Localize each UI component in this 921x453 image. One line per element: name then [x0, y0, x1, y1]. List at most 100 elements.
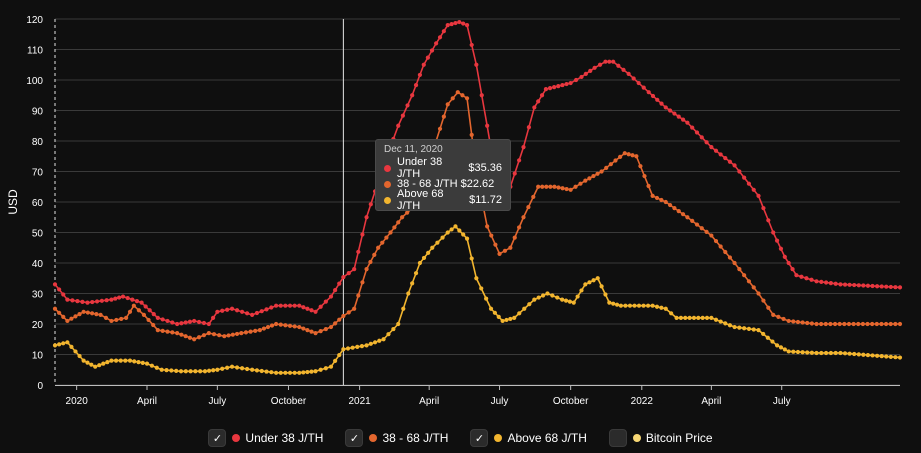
series-0-marker: [485, 123, 490, 128]
series-0-marker: [323, 299, 328, 304]
series-0-marker: [474, 62, 479, 67]
legend-item-bitcoin-price[interactable]: Bitcoin Price: [608, 429, 713, 447]
legend-item-above-68[interactable]: ✓ Above 68 J/TH: [470, 429, 587, 447]
series-1-marker: [791, 319, 796, 324]
series-2-marker: [761, 331, 766, 337]
series-0-marker: [870, 283, 875, 289]
tooltip-row-under-38: Under 38 J/TH $35.36: [384, 156, 502, 180]
series-2-marker: [756, 328, 761, 333]
series-2-marker: [188, 369, 193, 374]
series-2-marker: [884, 354, 889, 359]
x-tick-label-5: April: [419, 396, 439, 407]
series-1-marker: [694, 222, 700, 227]
series-1-marker: [376, 245, 381, 250]
series-1-marker: [680, 212, 686, 217]
series-1-marker: [234, 331, 240, 337]
series-2-marker: [341, 347, 346, 352]
series-0-marker: [259, 309, 264, 314]
series-0-marker: [636, 80, 641, 86]
series-0-marker: [274, 303, 279, 308]
series-2-marker: [571, 300, 576, 305]
series-2-marker: [149, 363, 154, 368]
series-2-marker: [93, 364, 98, 369]
series-0-marker: [364, 215, 369, 220]
series-1-marker: [469, 132, 474, 137]
series-1-marker: [239, 331, 244, 336]
series-1-marker: [450, 96, 455, 101]
series-0-marker: [405, 103, 410, 108]
legend-checkbox-above-68[interactable]: ✓: [470, 429, 489, 447]
series-0-marker: [786, 260, 791, 266]
series-2-marker: [636, 303, 642, 308]
series-1-marker: [493, 242, 498, 247]
series-1-marker: [230, 332, 235, 337]
series-0-marker: [819, 279, 824, 285]
series-2-marker: [809, 350, 814, 355]
legend-checkbox-bitcoin-price[interactable]: [608, 429, 627, 447]
series-2-marker: [372, 340, 378, 345]
series-1-marker: [638, 164, 643, 169]
series-2-marker: [113, 358, 119, 363]
tooltip-value-under-38: $35.36: [468, 162, 502, 174]
series-2-marker: [406, 291, 411, 296]
series-0-marker: [517, 158, 522, 163]
series-1-marker: [211, 332, 217, 337]
series-2-marker: [245, 366, 250, 372]
series-1-marker: [531, 194, 536, 200]
series-0-marker: [341, 275, 346, 280]
series-0-marker: [75, 299, 80, 304]
legend-item-under-38[interactable]: ✓ Under 38 J/TH: [208, 429, 323, 447]
series-2-marker: [449, 227, 454, 232]
series-0-marker: [160, 317, 165, 322]
series-2-marker: [183, 369, 188, 374]
series-0-marker: [449, 21, 454, 27]
series-1-marker: [564, 186, 569, 192]
legend-item-38-68[interactable]: ✓ 38 - 68 J/TH: [345, 429, 448, 447]
series-2-marker: [65, 340, 70, 345]
series-2-marker: [283, 370, 288, 375]
series-0-marker: [690, 125, 695, 130]
series-1-marker: [846, 321, 852, 327]
series-0-marker: [718, 152, 723, 157]
series-0-marker: [120, 294, 126, 299]
series-0-marker: [254, 310, 260, 316]
legend-checkbox-38-68[interactable]: ✓: [345, 429, 364, 447]
series-2-marker: [737, 325, 742, 330]
series-2-marker: [632, 303, 637, 308]
series-2-marker: [522, 306, 527, 311]
series-2-marker: [713, 317, 719, 322]
series-2-marker: [174, 368, 179, 373]
series-2-marker: [718, 319, 723, 324]
series-2-marker: [607, 300, 612, 305]
series-2-marker: [774, 343, 780, 348]
series-2-marker: [567, 299, 572, 304]
series-0-marker: [536, 99, 541, 104]
x-tick-label-3: October: [271, 396, 307, 407]
series-0-marker: [183, 320, 188, 325]
series-2-marker: [786, 349, 791, 354]
series-0-marker: [564, 81, 569, 87]
series-1-marker: [805, 320, 810, 326]
series-0-marker: [309, 308, 314, 313]
series-2-marker: [401, 306, 406, 311]
y-tick-label-40: 40: [32, 259, 44, 270]
series-2-marker: [563, 298, 569, 303]
legend-checkbox-under-38[interactable]: ✓: [208, 429, 227, 447]
series-2-marker: [328, 364, 334, 369]
series-0-marker: [134, 299, 140, 304]
series-2-marker: [57, 342, 62, 347]
series-1-marker: [301, 326, 306, 331]
series-line-1: [54, 91, 900, 341]
series-0-marker: [396, 123, 401, 128]
series-1-marker: [819, 321, 824, 327]
series-1-marker: [243, 330, 249, 335]
tooltip-dot-above-68: [384, 196, 391, 204]
series-2-marker: [623, 303, 628, 308]
series-1-marker: [737, 267, 742, 272]
series-2-marker: [144, 361, 150, 366]
series-2-marker: [355, 344, 360, 350]
series-1-marker: [512, 235, 517, 240]
y-tick-label-90: 90: [32, 107, 44, 118]
series-2-marker: [650, 303, 655, 308]
series-1-marker: [464, 96, 470, 101]
